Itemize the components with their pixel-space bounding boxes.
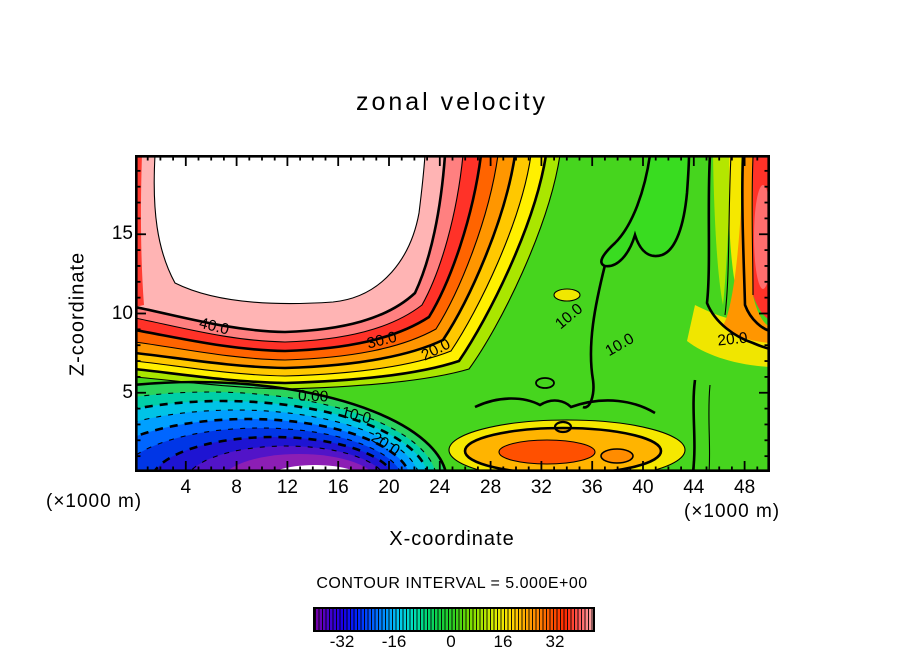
y-axis-label: Z-coordinate <box>66 251 89 377</box>
x-axis-label: X-coordinate <box>389 528 515 550</box>
contour-label: 40.0 <box>197 315 231 339</box>
axis-ticks <box>135 155 770 472</box>
chart-title: zonal velocity <box>355 88 549 116</box>
contour-label: 20.0 <box>717 329 749 349</box>
x-tick-label: 16 <box>327 477 349 498</box>
colorbar-tick-label: -16 <box>381 632 407 651</box>
blanked-maximum-region <box>154 155 425 304</box>
positive-bands-upper-left <box>135 155 560 389</box>
contour-label: 10.0 <box>339 404 373 428</box>
x-axis-unit-note: (×1000 m) <box>684 501 781 522</box>
green-tongue <box>601 155 689 267</box>
colorbar-tick-label: 32 <box>545 632 565 651</box>
contour-lines <box>135 155 770 472</box>
colorbar-tick-label: 16 <box>493 632 513 651</box>
x-tick-label: 40 <box>632 477 654 498</box>
y-tick-label: 10 <box>111 302 133 324</box>
right-side-bands <box>601 155 770 367</box>
x-tick-label: 28 <box>480 477 502 498</box>
small-yellow-spot <box>554 289 580 301</box>
contour-label: 30.0 <box>365 329 399 353</box>
colorbar-tick-label: 0 <box>446 632 456 651</box>
colorbar <box>313 607 595 632</box>
contour-interval-note: CONTOUR INTERVAL = 5.000E+00 <box>316 575 588 592</box>
x-tick-label: 32 <box>530 477 552 498</box>
negative-bands-bottom-left <box>135 382 446 472</box>
y-tick-label: 5 <box>122 381 133 403</box>
x-tick-label: 20 <box>378 477 400 498</box>
x-tick-label: 44 <box>683 477 705 498</box>
y-axis-unit-note: (×1000 m) <box>46 491 143 512</box>
x-tick-label: 12 <box>276 477 298 498</box>
contour-label: 0.00 <box>298 387 329 405</box>
x-tick-label: 4 <box>180 477 192 498</box>
colorbar-tick-label: -32 <box>329 632 355 651</box>
y-tick-label: 15 <box>111 223 133 245</box>
x-tick-label: 24 <box>429 477 451 498</box>
x-tick-label: 8 <box>231 477 242 498</box>
x-tick-label: 36 <box>581 477 603 498</box>
x-tick-label: 48 <box>734 477 756 498</box>
